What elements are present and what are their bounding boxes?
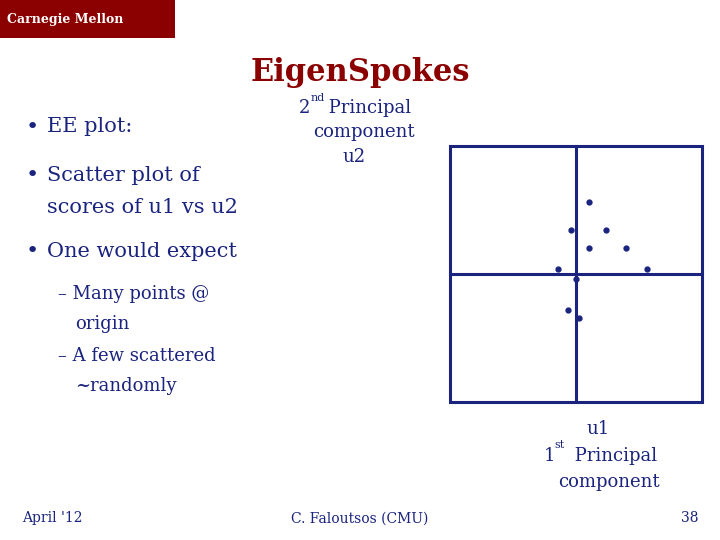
Text: scores of u1 vs u2: scores of u1 vs u2	[47, 198, 238, 218]
Text: st: st	[554, 441, 564, 450]
Text: •: •	[25, 117, 38, 137]
Text: C. Faloutsos (CMU): C. Faloutsos (CMU)	[292, 511, 428, 525]
Text: component: component	[313, 123, 415, 141]
Text: Scatter plot of: Scatter plot of	[47, 166, 199, 185]
Text: – A few scattered: – A few scattered	[58, 347, 215, 366]
Text: – Many points @: – Many points @	[58, 285, 209, 303]
Text: •: •	[25, 165, 38, 186]
Text: 1: 1	[544, 447, 555, 465]
Text: 2: 2	[299, 99, 310, 117]
Text: EigenSpokes: EigenSpokes	[251, 57, 469, 89]
Text: Principal: Principal	[323, 99, 410, 117]
Text: Principal: Principal	[569, 447, 657, 465]
Text: 38: 38	[681, 511, 698, 525]
Text: u2: u2	[342, 147, 365, 166]
Text: nd: nd	[311, 93, 325, 103]
Text: •: •	[25, 241, 38, 261]
Text: EE plot:: EE plot:	[47, 117, 132, 137]
Text: ~randomly: ~randomly	[76, 377, 177, 395]
Bar	[450, 146, 702, 402]
Text: One would expect: One would expect	[47, 241, 237, 261]
Text: component: component	[558, 472, 660, 491]
Bar	[0, 0, 175, 38]
Text: April '12: April '12	[22, 511, 82, 525]
Text: origin: origin	[76, 315, 130, 333]
Text: Carnegie Mellon: Carnegie Mellon	[7, 12, 124, 25]
Text: u1: u1	[586, 420, 609, 438]
